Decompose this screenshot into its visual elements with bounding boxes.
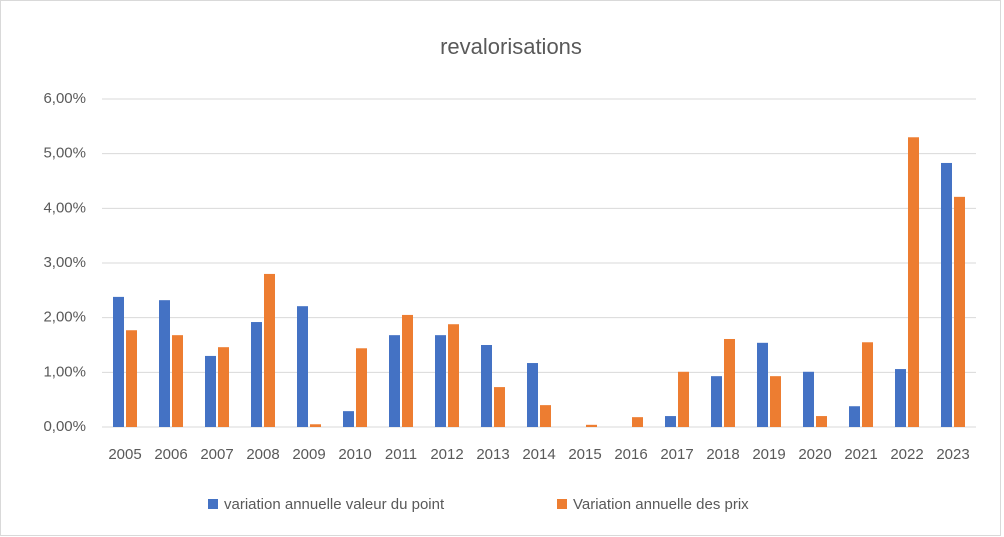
- bar: [126, 330, 137, 427]
- bar: [205, 355, 216, 427]
- bar: [849, 406, 860, 427]
- legend-label: variation annuelle valeur du point: [224, 496, 445, 513]
- bar: [448, 324, 459, 427]
- x-tick-label: 2009: [292, 446, 325, 463]
- bar: [941, 162, 952, 427]
- x-tick-label: 2022: [890, 446, 923, 463]
- bar: [113, 296, 124, 427]
- legend-swatch: [208, 499, 218, 509]
- x-tick-label: 2012: [430, 446, 463, 463]
- bar: [435, 335, 446, 427]
- bar: [770, 376, 781, 427]
- bar: [297, 306, 308, 427]
- chart-title: revalorisations: [440, 34, 582, 59]
- bar: [895, 369, 906, 427]
- x-tick-label: 2013: [476, 446, 509, 463]
- bar: [540, 405, 551, 427]
- bar: [711, 376, 722, 427]
- y-tick-label: 0,00%: [43, 418, 86, 435]
- bar: [816, 416, 827, 427]
- bar: [251, 322, 262, 427]
- x-tick-label: 2005: [108, 446, 141, 463]
- y-tick-label: 6,00%: [43, 90, 86, 107]
- bar: [665, 416, 676, 427]
- legend-label: Variation annuelle des prix: [573, 496, 749, 513]
- x-tick-label: 2023: [936, 446, 969, 463]
- bar: [678, 371, 689, 427]
- y-tick-label: 5,00%: [43, 145, 86, 162]
- x-tick-label: 2019: [752, 446, 785, 463]
- x-tick-label: 2016: [614, 446, 647, 463]
- bar: [356, 348, 367, 427]
- bar: [389, 335, 400, 427]
- x-tick-label: 2014: [522, 446, 555, 463]
- y-tick-label: 1,00%: [43, 363, 86, 380]
- x-tick-label: 2020: [798, 446, 831, 463]
- bar: [343, 411, 354, 427]
- bar: [481, 345, 492, 427]
- bar: [402, 314, 413, 427]
- bar: [632, 417, 643, 427]
- x-tick-label: 2015: [568, 446, 601, 463]
- bar: [527, 363, 538, 427]
- bar: [862, 342, 873, 427]
- y-tick-label: 2,00%: [43, 309, 86, 326]
- x-tick-label: 2011: [385, 446, 417, 463]
- bar: [264, 273, 275, 427]
- x-tick-label: 2021: [844, 446, 877, 463]
- bar: [310, 424, 321, 427]
- bar: [494, 387, 505, 427]
- bar: [954, 196, 965, 427]
- legend-swatch: [557, 499, 567, 509]
- bar: [172, 335, 183, 427]
- y-tick-label: 4,00%: [43, 199, 86, 216]
- bar: [218, 347, 229, 427]
- bar: [908, 137, 919, 427]
- bar: [586, 424, 597, 427]
- x-tick-label: 2007: [200, 446, 233, 463]
- bar: [724, 338, 735, 427]
- y-tick-label: 3,00%: [43, 254, 86, 271]
- x-tick-label: 2010: [338, 446, 371, 463]
- x-tick-label: 2017: [660, 446, 693, 463]
- x-tick-label: 2008: [246, 446, 279, 463]
- bar: [757, 342, 768, 427]
- bar: [159, 300, 170, 427]
- x-tick-label: 2018: [706, 446, 739, 463]
- x-tick-label: 2006: [154, 446, 187, 463]
- bar: [803, 371, 814, 427]
